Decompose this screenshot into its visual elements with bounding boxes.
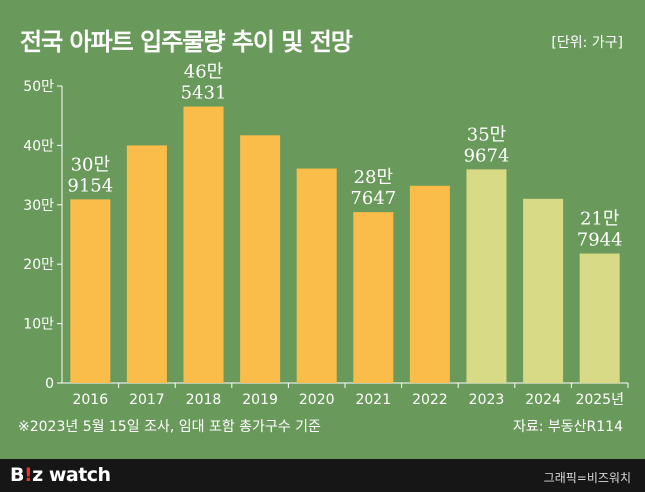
data-label-line2: 9154	[67, 175, 113, 196]
y-tick-label: 40만	[23, 138, 54, 154]
bar-2022	[409, 185, 450, 383]
data-label-line2: 7647	[350, 188, 396, 209]
x-tick-label: 2020	[299, 392, 335, 408]
x-tick-label: 2021	[355, 392, 391, 408]
x-tick-label: 2024	[525, 392, 561, 408]
x-tick-label: 2019	[242, 392, 278, 408]
bizwatch-logo: B!z watch	[10, 464, 111, 486]
bar-2020	[296, 168, 337, 383]
bar-2023	[466, 169, 507, 383]
y-tick-label: 20만	[23, 257, 54, 273]
footnote: ※2023년 5월 15일 조사, 임대 포함 총가구수 기준	[18, 419, 321, 435]
source-note: 자료: 부동산R114	[512, 419, 623, 435]
bar-2016	[70, 199, 111, 383]
y-tick-label: 50만	[23, 79, 54, 95]
x-tick-label: 2023	[469, 392, 505, 408]
chart-title: 전국 아파트 입주물량 추이 및 전망	[20, 28, 353, 56]
y-tick-label: 10만	[23, 317, 54, 333]
bar-2018	[183, 106, 224, 383]
bar-2025년	[579, 253, 620, 383]
data-label-line1: 21만	[580, 209, 619, 230]
data-label-line1: 35만	[467, 124, 506, 145]
data-label-line1: 30만	[71, 154, 110, 175]
bar-2024	[523, 198, 564, 383]
data-label-line2: 5431	[181, 83, 227, 104]
x-tick-label: 2017	[129, 392, 165, 408]
y-tick-label: 30만	[23, 198, 54, 214]
data-label-line1: 46만	[184, 62, 223, 83]
unit-label: [단위: 가구]	[551, 35, 623, 51]
y-tick-label: 0	[45, 376, 54, 392]
bar-2019	[240, 135, 281, 383]
x-tick-label: 2022	[412, 392, 448, 408]
x-tick-label: 2025년	[575, 392, 624, 408]
x-tick-label: 2016	[72, 392, 108, 408]
data-label-line2: 9674	[464, 145, 510, 166]
data-label-line2: 7944	[577, 230, 623, 251]
data-label-line1: 28만	[354, 167, 393, 188]
bar-2021	[353, 212, 394, 383]
footer-bar: B!z watch 그래픽=비즈워치	[0, 459, 645, 492]
bar-2017	[126, 145, 167, 383]
graphic-credit: 그래픽=비즈워치	[543, 471, 631, 485]
x-tick-label: 2018	[186, 392, 222, 408]
